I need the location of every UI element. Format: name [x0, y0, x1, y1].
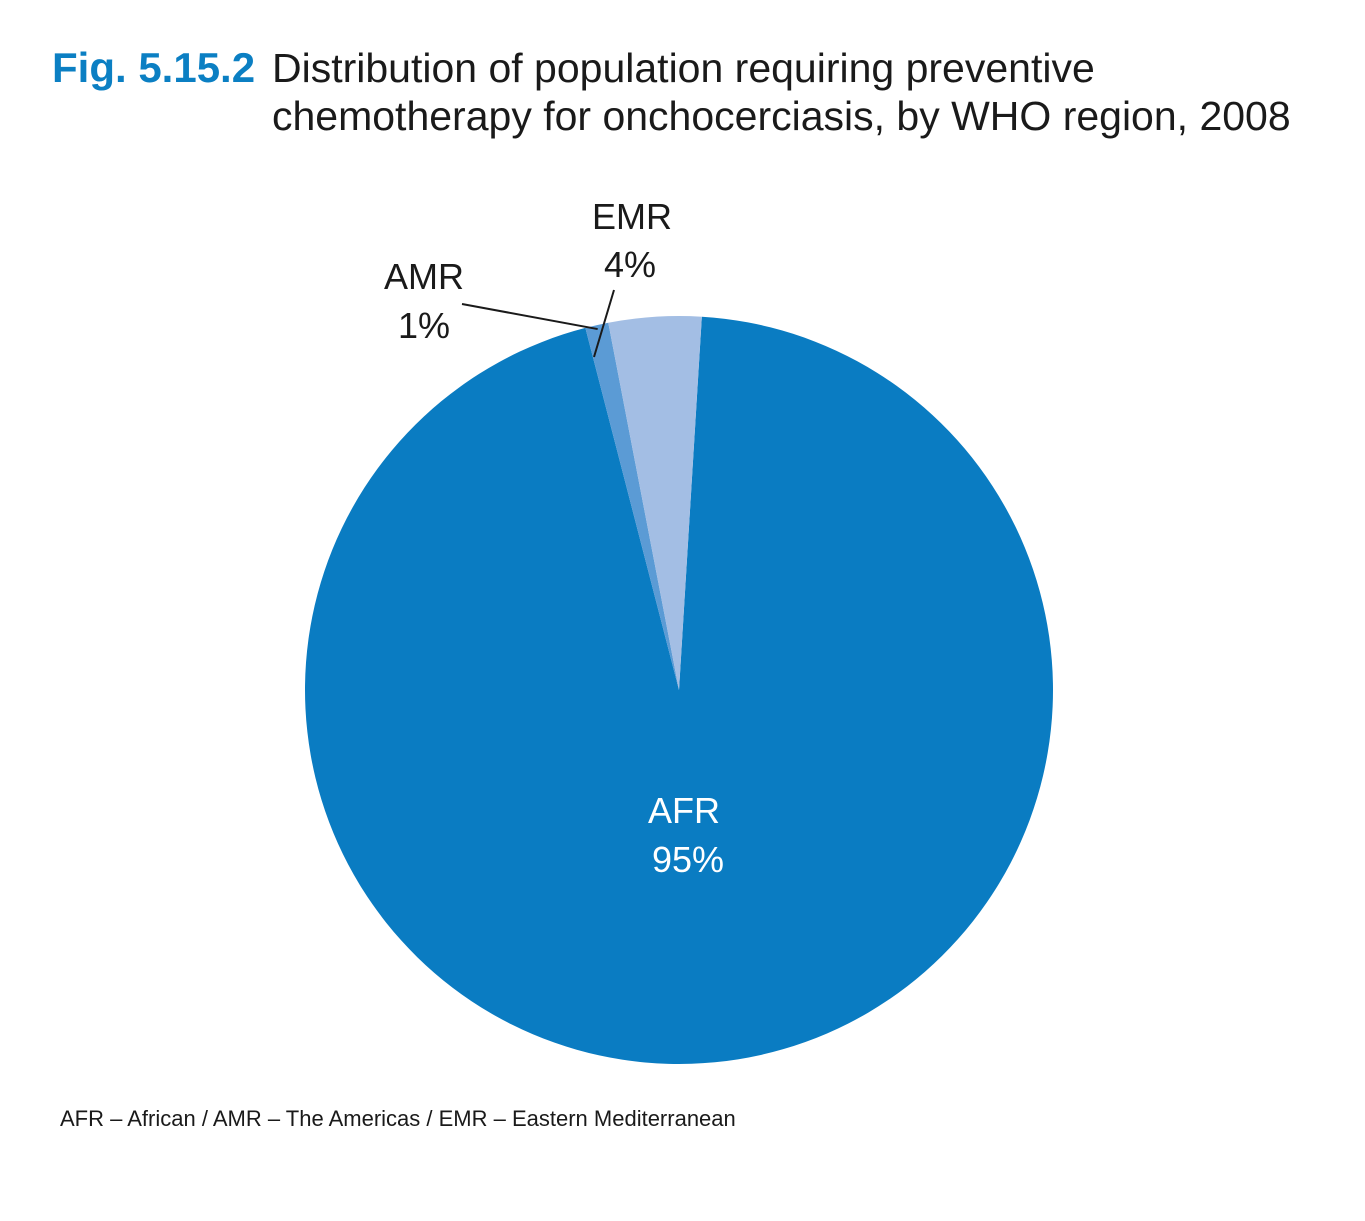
figure-number: Fig. 5.15.2: [52, 44, 256, 91]
slice-value-emr: 4%: [604, 244, 656, 285]
pie-slice-emr: [608, 315, 702, 690]
slice-value-amr: 1%: [398, 305, 450, 346]
slice-label-emr: EMR: [592, 196, 672, 237]
pie-slice-amr: [585, 322, 679, 690]
figure-title: Distribution of population requiring pre…: [272, 45, 1291, 139]
pie-slice-afr: [305, 316, 1054, 1064]
slice-value-afr: 95%: [652, 839, 724, 880]
footnote: AFR – African / AMR – The Americas / EMR…: [60, 1106, 736, 1131]
leader-line-amr: [461, 303, 598, 331]
slice-label-afr: AFR: [648, 790, 720, 831]
leader-line-emr: [593, 289, 615, 358]
slice-label-amr: AMR: [384, 256, 464, 297]
